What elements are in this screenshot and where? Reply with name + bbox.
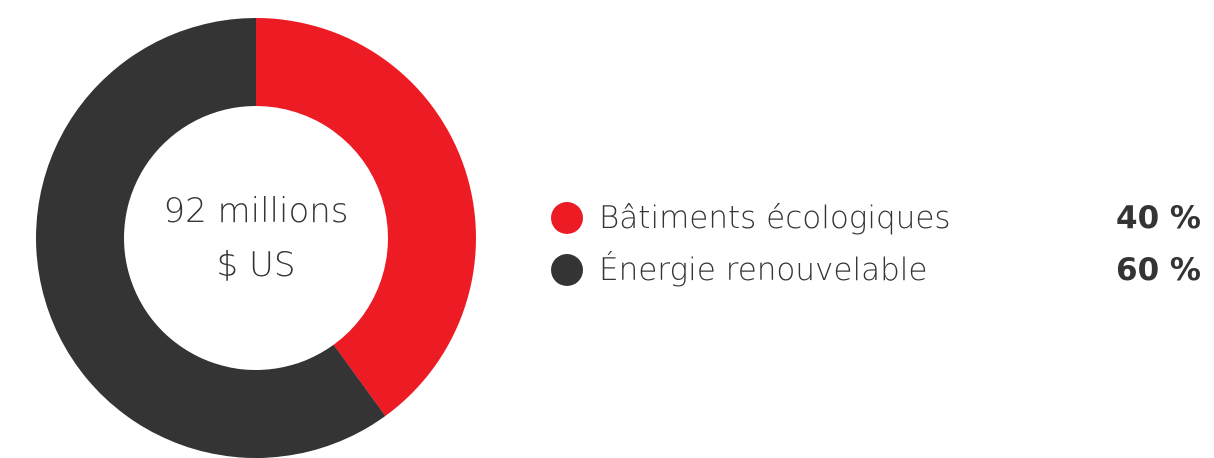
legend-swatch-green-buildings [551,202,583,234]
legend-swatch-renewable-energy [551,254,583,286]
legend-item-renewable-energy: Énergie renouvelable 60 % [551,244,1201,296]
legend-label-green-buildings: Bâtiments écologiques [599,200,951,236]
legend-value-green-buildings: 40 % [1116,200,1201,236]
donut-chart [36,18,476,458]
donut-slice-green-buildings [256,18,476,416]
legend-item-green-buildings: Bâtiments écologiques 40 % [551,192,1201,244]
legend-label-renewable-energy: Énergie renouvelable [599,252,928,288]
legend: Bâtiments écologiques 40 % Énergie renou… [551,192,1201,296]
legend-value-renewable-energy: 60 % [1116,252,1201,288]
donut-slice-renewable-energy [36,18,386,458]
